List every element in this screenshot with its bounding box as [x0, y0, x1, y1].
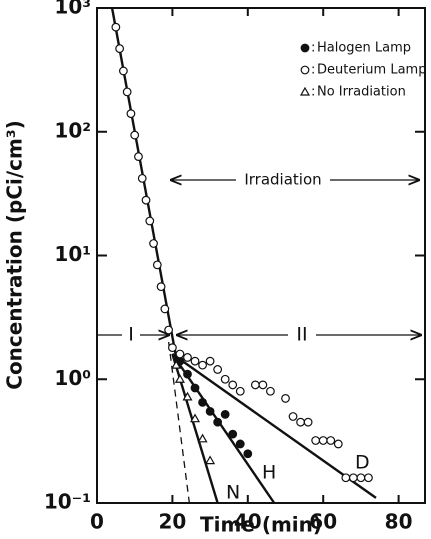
fit-line [167, 341, 191, 504]
y-tick-label: 10³ [54, 0, 91, 19]
y-tick-label: 10¹ [54, 242, 91, 266]
y-axis-label: Concentration (pCi/cm³) [3, 120, 27, 389]
legend-marker [300, 43, 310, 53]
legend-label: Deuterium Lamp [317, 63, 426, 78]
marker [235, 386, 245, 396]
marker [205, 406, 215, 416]
marker [258, 380, 268, 390]
marker [190, 356, 200, 366]
legend-marker [300, 65, 310, 75]
marker [318, 436, 328, 445]
legend-entry: : Halogen Lamp [300, 41, 411, 56]
marker [205, 356, 215, 366]
marker [171, 359, 182, 369]
marker [122, 87, 132, 97]
marker [175, 349, 185, 359]
legend-separator: : [311, 85, 315, 100]
marker [160, 304, 170, 314]
marker [137, 173, 147, 183]
marker [118, 66, 128, 76]
legend-marker [299, 86, 311, 96]
marker [243, 449, 253, 459]
legend-entry: : Deuterium Lamp [300, 63, 426, 78]
marker [250, 380, 260, 390]
marker [145, 216, 155, 226]
marker [189, 413, 201, 423]
marker [183, 369, 192, 379]
marker [149, 239, 158, 248]
marker [197, 433, 208, 443]
x-axis-label: Time (min) [200, 513, 322, 537]
marker [168, 343, 177, 353]
marker [333, 439, 343, 449]
marker [126, 109, 136, 119]
marker [281, 394, 290, 403]
annotation: II [296, 324, 307, 346]
marker [220, 374, 230, 384]
x-tick-label: 0 [90, 510, 104, 534]
fit-line [171, 353, 377, 499]
marker [134, 152, 143, 161]
x-tick-label: 20 [158, 510, 186, 534]
legend-label: Halogen Lamp [317, 41, 411, 56]
marker [364, 473, 373, 483]
marker [198, 398, 207, 407]
marker [141, 195, 151, 205]
marker [220, 409, 230, 419]
fit-line [171, 353, 276, 504]
marker [190, 383, 200, 393]
marker [356, 473, 366, 483]
marker [183, 353, 192, 362]
x-tick-label: 60 [309, 510, 337, 534]
x-tick-label: 80 [385, 510, 413, 534]
x-tick-label: 40 [234, 510, 262, 534]
marker [228, 429, 238, 439]
marker [182, 391, 193, 401]
legend-separator: : [311, 41, 315, 56]
marker [213, 417, 223, 427]
marker [311, 436, 321, 445]
marker [296, 417, 305, 427]
marker [228, 380, 238, 390]
annotation: N [226, 482, 240, 504]
marker [235, 439, 245, 449]
marker [156, 282, 166, 292]
marker [326, 436, 336, 445]
fit-line [110, 7, 178, 358]
marker [288, 412, 298, 421]
legend-entry: : No Irradiation [299, 85, 406, 100]
y-tick-label: 10⁻¹ [44, 490, 91, 514]
marker [164, 325, 174, 335]
marker [174, 374, 185, 383]
plot-frame [96, 7, 426, 504]
marker [130, 130, 140, 140]
y-tick-label: 10⁰ [54, 366, 91, 390]
marker [111, 22, 121, 32]
marker [152, 260, 162, 270]
marker [213, 365, 223, 374]
annotation: D [355, 452, 370, 474]
annotation: Irradiation [244, 171, 321, 189]
marker [115, 44, 125, 53]
marker [341, 473, 351, 483]
marker [303, 417, 313, 427]
marker [266, 386, 275, 396]
legend-label: No Irradiation [317, 85, 406, 100]
y-tick-label: 10² [54, 118, 91, 142]
annotation: I [128, 324, 134, 346]
annotation: H [262, 462, 276, 484]
marker [205, 455, 216, 465]
marker [198, 360, 207, 370]
legend-separator: : [311, 63, 315, 78]
marker [348, 473, 358, 483]
